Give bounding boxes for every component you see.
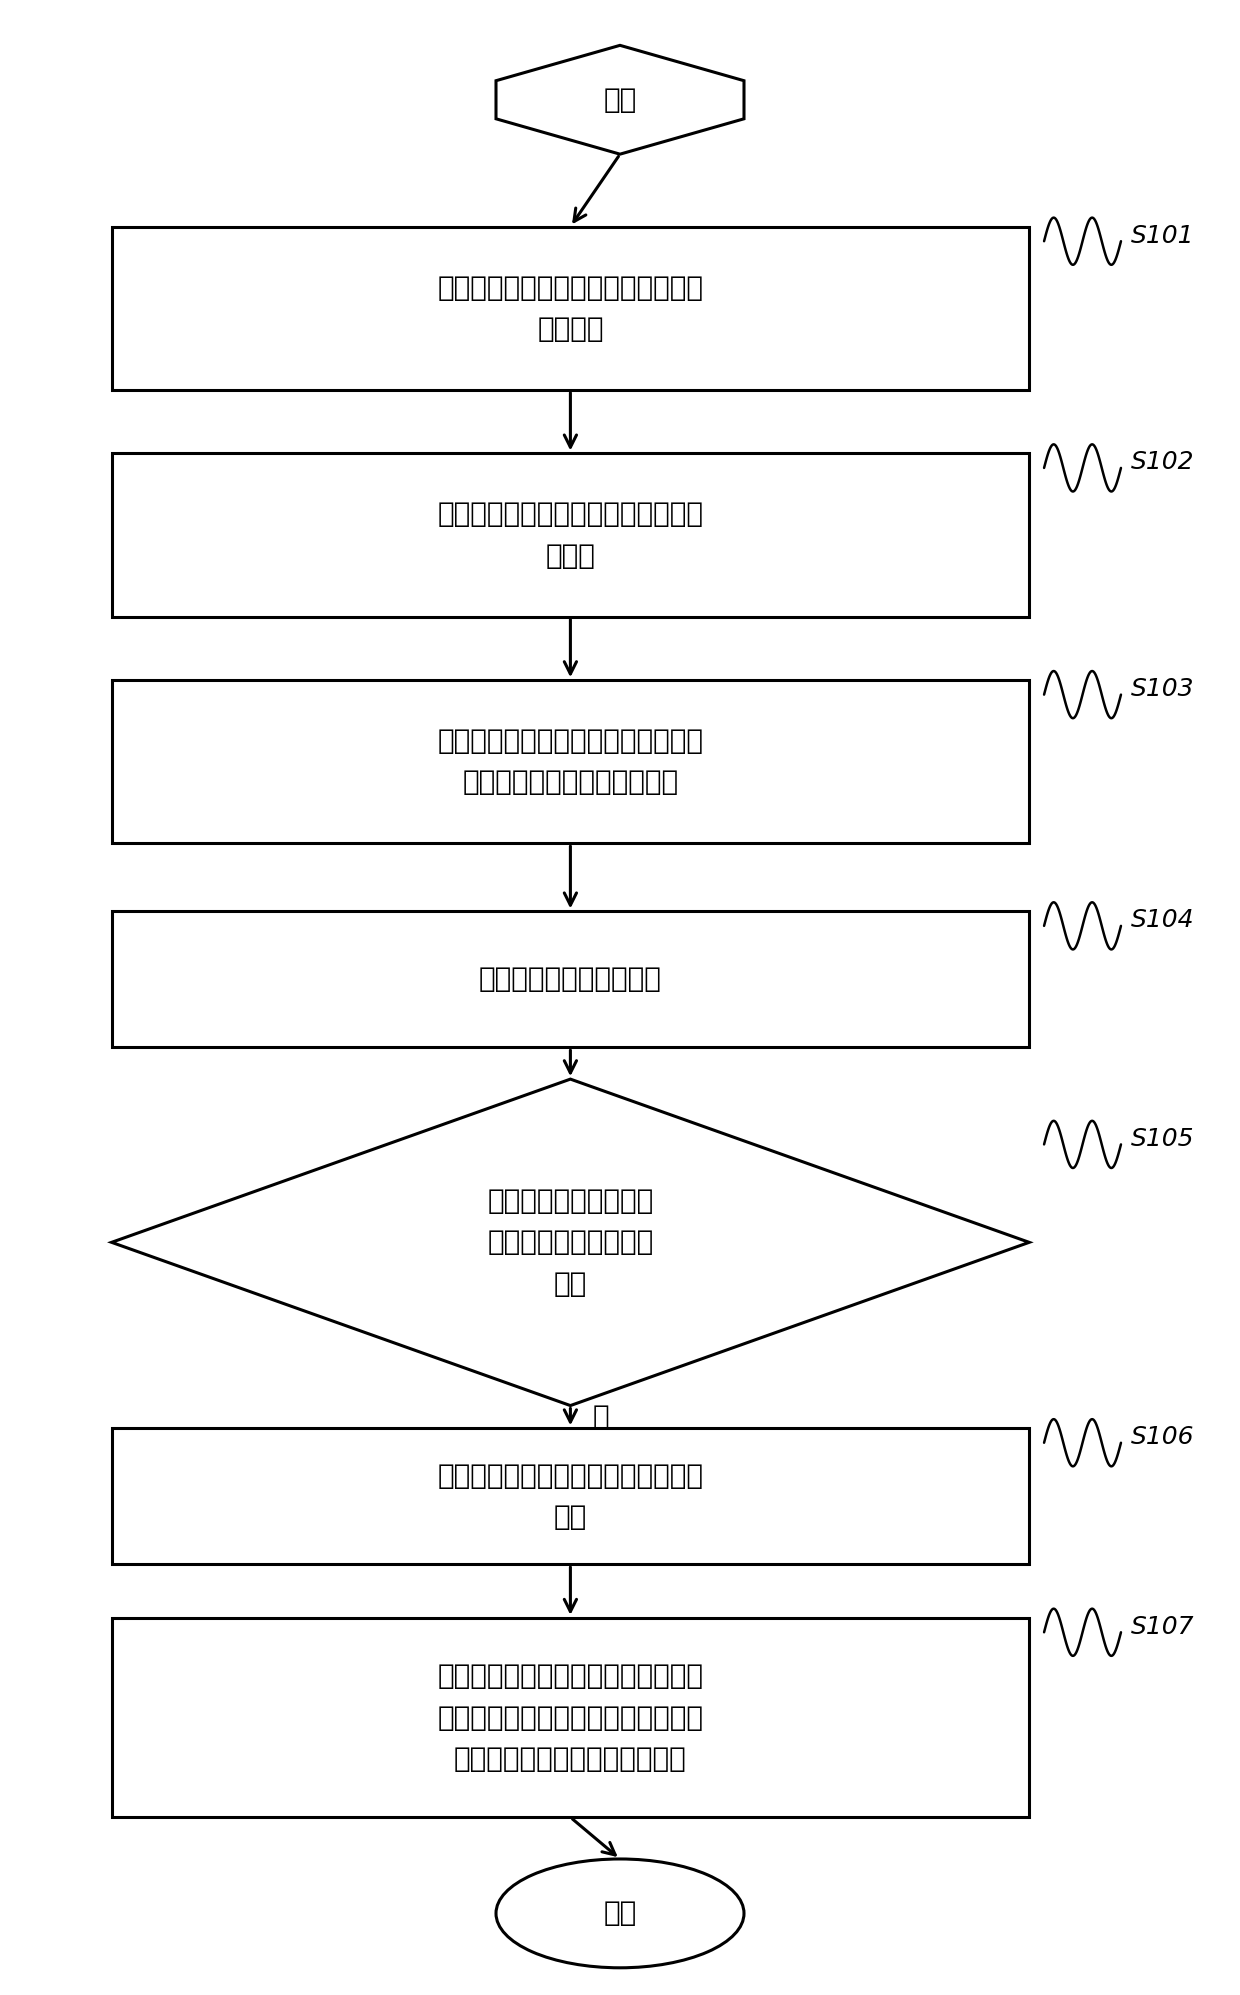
- Polygon shape: [496, 46, 744, 154]
- Text: S105: S105: [1131, 1127, 1194, 1151]
- Text: S104: S104: [1131, 908, 1194, 932]
- Text: 对网络参数进行启发式搜索及自适应
调整: 对网络参数进行启发式搜索及自适应 调整: [438, 1462, 703, 1530]
- Text: 结束: 结束: [604, 1899, 636, 1927]
- Bar: [112, 680, 1029, 844]
- Text: 判断神经网络模型中的
网络参数是否陷入局部
最优: 判断神经网络模型中的 网络参数是否陷入局部 最优: [487, 1187, 653, 1297]
- Text: 对历史气象数据和历史输出功率进行
预处理: 对历史气象数据和历史输出功率进行 预处理: [438, 501, 703, 571]
- Text: S103: S103: [1131, 676, 1194, 700]
- Ellipse shape: [496, 1859, 744, 1967]
- Text: 开始: 开始: [604, 86, 636, 114]
- Polygon shape: [112, 1079, 1029, 1406]
- Bar: [112, 912, 1029, 1047]
- Text: S101: S101: [1131, 223, 1194, 247]
- Text: 对神经网络模型进行训练: 对神经网络模型进行训练: [479, 966, 662, 994]
- Text: 确定下一预测周期的气象数据预测信
息，并通过训练得到的模型，得到下
一预测周期的输出功率预测信息: 确定下一预测周期的气象数据预测信 息，并通过训练得到的模型，得到下 一预测周期的…: [438, 1662, 703, 1774]
- Bar: [112, 227, 1029, 389]
- Bar: [112, 1618, 1029, 1817]
- Text: S107: S107: [1131, 1614, 1194, 1638]
- Text: S102: S102: [1131, 451, 1194, 475]
- Text: 确定光伏电站的历史气象数据和历史
输出功率: 确定光伏电站的历史气象数据和历史 输出功率: [438, 273, 703, 343]
- Bar: [112, 1428, 1029, 1564]
- Bar: [112, 453, 1029, 616]
- Text: 基于预处理后的历史气象数据和历史
输出功率，构建神经网络模型: 基于预处理后的历史气象数据和历史 输出功率，构建神经网络模型: [438, 726, 703, 796]
- Text: S106: S106: [1131, 1424, 1194, 1448]
- Text: 是: 是: [593, 1402, 609, 1430]
